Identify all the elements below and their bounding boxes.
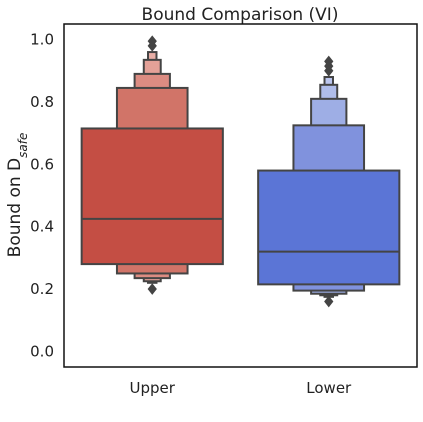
y-axis-ticks: 0.0 0.2 0.4 0.6 0.8 1.0 (30, 31, 54, 361)
plot-frame (63, 23, 418, 368)
boxen-group (257, 55, 401, 308)
outlier-point (324, 55, 334, 68)
x-tick-label: Upper (130, 379, 176, 397)
y-tick-label: 0.4 (30, 218, 54, 236)
chart-title: Bound Comparison (VI) (142, 5, 339, 25)
y-tick-label: 1.0 (30, 31, 54, 49)
y-tick-label: 0.0 (30, 342, 54, 360)
y-axis-label-main: Bound on D (5, 158, 25, 257)
y-axis-label: Bound on Dsafe (5, 133, 30, 258)
y-tick-label: 0.6 (30, 155, 54, 173)
y-tick-label: 0.2 (30, 280, 54, 298)
y-axis-label-sub: safe (16, 133, 30, 158)
boxen-box (80, 127, 224, 266)
y-tick-label: 0.8 (30, 93, 54, 111)
outlier-point (147, 35, 157, 47)
boxen-box (257, 169, 401, 286)
x-axis-ticks: Upper Lower (130, 379, 353, 397)
outlier-point (147, 283, 157, 295)
boxen-group (80, 35, 224, 295)
x-tick-label: Lower (306, 379, 352, 397)
plot-area (80, 35, 401, 308)
outlier-point (324, 295, 334, 308)
